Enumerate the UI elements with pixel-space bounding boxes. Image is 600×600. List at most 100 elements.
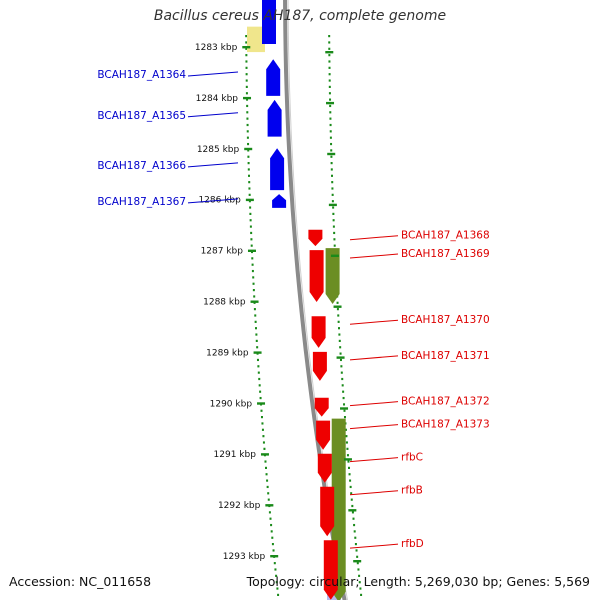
inner-tick-dot	[261, 422, 264, 425]
tick-mark-inner	[265, 504, 274, 507]
outer-tick-dot	[340, 365, 343, 368]
outer-tick-dot	[339, 358, 342, 362]
inner-tick-dot	[265, 466, 268, 469]
tick-label: 1285 kbp	[197, 145, 240, 155]
outer-tick-dot	[345, 435, 348, 438]
gene-labels: BCAH187_A1364 BCAH187_A1365 BCAH187_A1366 B…	[97, 69, 489, 550]
outer-tick-dot	[337, 320, 340, 323]
inner-tick-dot	[248, 187, 251, 190]
gene-label-left[interactable]: BCAH187_A1364	[97, 69, 186, 81]
gene-label-right[interactable]: BCAH187_A1369	[401, 248, 490, 260]
tick-label: 1293 kbp	[223, 552, 266, 562]
gene-label-right[interactable]: rfbB	[401, 485, 423, 497]
inner-tick-dot	[246, 111, 249, 114]
inner-tick-dot	[247, 162, 250, 165]
gene-label-right[interactable]: rfbD	[401, 538, 424, 550]
inner-tick-dot	[267, 492, 270, 495]
tick-mark-outer	[348, 509, 357, 512]
blue-gene-arrow	[270, 148, 285, 191]
gene-label-right[interactable]: BCAH187_A1368	[401, 230, 490, 242]
inner-tick-dot	[254, 314, 257, 317]
tick-label: 1290 kbp	[210, 399, 253, 409]
inner-tick-dot	[247, 155, 250, 158]
red-gene-arrow	[320, 486, 335, 537]
inner-tick-dot	[248, 174, 251, 177]
outer-tick-dot	[328, 66, 331, 69]
gene-label-right[interactable]: BCAH187_A1373	[401, 419, 490, 431]
outer-tick-dot	[342, 390, 345, 393]
gene-label-right[interactable]: BCAH187_A1371	[401, 350, 490, 362]
outer-tick-dot	[340, 371, 343, 374]
gene-label-right[interactable]: BCAH187_A1372	[401, 396, 490, 408]
gene-label-connector	[349, 490, 399, 496]
red-gene-arrow	[317, 453, 332, 483]
gene-label-left[interactable]: BCAH187_A1366	[97, 160, 186, 172]
inner-tick-dot	[257, 371, 260, 374]
inner-tick-dot	[251, 269, 254, 273]
blue-gene-arrow	[266, 59, 281, 96]
inner-tick-dot	[250, 231, 253, 235]
outer-tick-dot	[328, 35, 331, 38]
outer-tick-dot	[352, 517, 355, 520]
inner-tick-dot	[255, 327, 257, 330]
gene-label-connector	[349, 253, 399, 259]
inner-tick-dot	[258, 384, 261, 387]
gene-label-left[interactable]: BCAH187_A1365	[97, 110, 186, 122]
inner-tick-dot	[267, 498, 270, 501]
red-gene-arrow	[311, 316, 326, 348]
dotted-tick-rings	[245, 35, 363, 596]
tick-mark-outer	[336, 356, 345, 359]
inner-tick-dot	[249, 225, 252, 228]
inner-tick-dot	[256, 346, 259, 349]
tick-label: 1284 kbp	[196, 94, 239, 104]
outer-tick-dot	[359, 587, 362, 590]
inner-tick-dot	[248, 181, 251, 184]
outer-tick-dot	[353, 530, 356, 533]
outer-tick-dot	[354, 543, 357, 546]
outer-tick-dot	[329, 104, 332, 108]
inner-tick-dot	[250, 244, 253, 247]
tick-mark-inner	[257, 402, 266, 405]
outer-tick-dot	[333, 231, 336, 235]
outer-tick-dot	[329, 136, 332, 139]
outer-tick-dot	[350, 492, 353, 495]
tick-mark-inner	[250, 300, 259, 303]
gene-label-right[interactable]: BCAH187_A1370	[401, 314, 490, 326]
inner-tick-dot	[255, 339, 258, 342]
accession-text: Accession: NC_011658	[9, 574, 152, 589]
inner-tick-dot	[254, 320, 257, 323]
outer-tick-dot	[337, 314, 340, 317]
inner-tick-dot	[265, 473, 268, 476]
red-gene-arrow	[316, 420, 331, 450]
gene-label-right[interactable]: rfbC	[401, 452, 423, 464]
inner-tick-dot	[261, 428, 264, 431]
outer-tick-dot	[328, 79, 331, 82]
outer-tick-dot	[348, 466, 351, 469]
gene-label-connector	[349, 457, 399, 463]
inner-tick-dot	[245, 73, 248, 76]
gene-label-connector	[349, 401, 399, 407]
inner-tick-dot	[248, 200, 251, 203]
inner-tick-dot	[246, 104, 249, 108]
tick-mark-outer	[353, 560, 362, 563]
tick-label: 1289 kbp	[206, 348, 249, 358]
outer-tick-dot	[336, 301, 339, 304]
red-gene-arrow	[323, 540, 338, 600]
outer-tick-dot	[329, 123, 332, 127]
tick-mark-inner	[243, 96, 252, 100]
inner-tick-dot	[252, 282, 255, 285]
outer-tick-dot	[332, 219, 335, 222]
outer-tick-dot	[351, 504, 354, 508]
tick-mark-outer	[327, 152, 336, 156]
outer-tick-dot	[348, 473, 351, 476]
outer-tick-dot	[331, 187, 334, 190]
gene-label-connector	[187, 198, 239, 204]
inner-tick-dot	[246, 123, 249, 127]
outer-tick-dot	[328, 73, 331, 76]
topology-text: Topology: circular; Length: 5,269,030 bp…	[246, 574, 590, 589]
gene-label-left[interactable]: BCAH187_A1367	[97, 196, 186, 208]
outer-tick-dot	[331, 193, 334, 196]
outer-tick-dot	[341, 377, 344, 381]
outer-tick-dot	[338, 327, 340, 330]
inner-tick-dot	[266, 485, 269, 489]
